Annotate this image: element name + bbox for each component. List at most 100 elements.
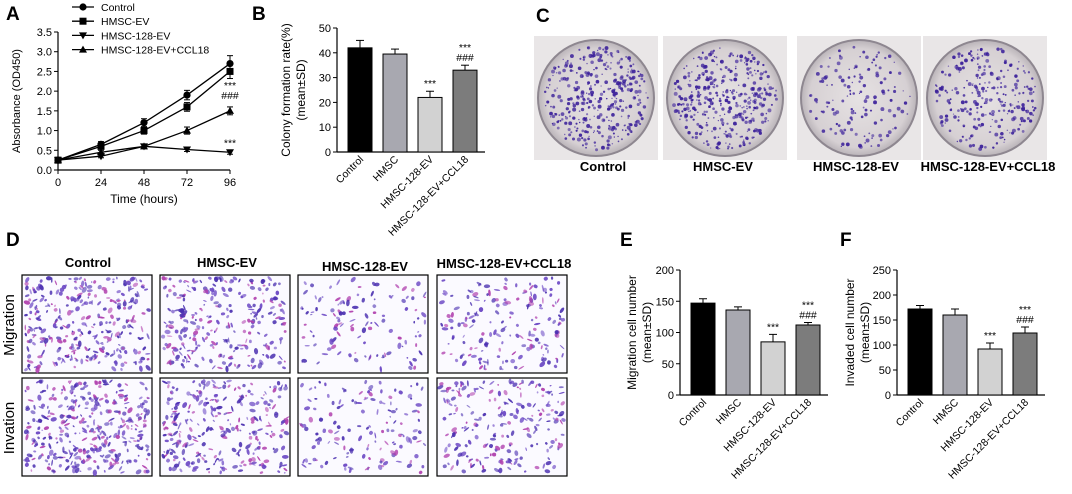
colony (846, 84, 851, 89)
colony (774, 97, 778, 101)
cell (218, 458, 224, 462)
colony (609, 87, 612, 90)
colony (557, 71, 562, 75)
cell (478, 337, 484, 344)
cell (33, 404, 36, 410)
cell (364, 355, 367, 358)
cell (263, 459, 270, 464)
cell (146, 396, 150, 400)
cell (337, 319, 341, 323)
cell (473, 295, 479, 299)
colony (1028, 119, 1033, 123)
cell (448, 403, 453, 407)
colony (704, 56, 709, 60)
cell (271, 432, 276, 437)
cell (368, 354, 372, 361)
cell (510, 380, 515, 385)
colony (734, 67, 737, 70)
cell (384, 440, 389, 446)
colony (875, 55, 878, 58)
cell (141, 312, 146, 315)
cell (99, 323, 102, 327)
cell (136, 290, 140, 298)
cell (41, 389, 47, 392)
colony (635, 119, 640, 124)
cell (516, 402, 523, 407)
cell (191, 286, 196, 291)
colony (673, 91, 678, 96)
colony (727, 145, 730, 149)
colony (646, 96, 649, 99)
colony (979, 144, 984, 149)
cell (245, 338, 248, 344)
cell (32, 334, 36, 339)
colony (595, 52, 600, 57)
cell (473, 387, 476, 393)
cell (133, 440, 137, 442)
cell (104, 439, 108, 445)
cell (102, 307, 107, 311)
cell (107, 441, 111, 447)
cell (395, 460, 403, 463)
cell (269, 340, 274, 345)
cell (406, 357, 409, 359)
cell (247, 389, 251, 394)
colony (743, 92, 747, 96)
cell (506, 449, 512, 454)
cell (258, 441, 261, 445)
cell (507, 466, 512, 471)
cell (350, 323, 354, 328)
colony (713, 83, 716, 86)
colony (613, 136, 615, 138)
colony (990, 125, 992, 127)
cell (273, 448, 279, 454)
colony (879, 81, 883, 85)
cell (210, 412, 214, 418)
cell (91, 436, 98, 441)
colony (745, 63, 749, 66)
colony (613, 72, 617, 77)
colony (765, 91, 768, 94)
colony (964, 100, 968, 104)
cell (349, 318, 356, 322)
cell (106, 436, 109, 440)
colony (639, 101, 642, 104)
cell (391, 295, 394, 297)
cell (65, 459, 70, 463)
cell (316, 361, 320, 365)
cell (491, 297, 497, 303)
cell (116, 290, 121, 294)
colony (764, 116, 768, 121)
colony (969, 108, 972, 111)
cell (543, 343, 549, 347)
cell (128, 300, 134, 304)
cell (59, 414, 64, 419)
cell (361, 327, 367, 334)
colony (564, 64, 568, 68)
x-tick-label: 0 (55, 177, 61, 189)
colony (747, 98, 749, 100)
cell (59, 308, 61, 315)
cell (552, 464, 557, 470)
cell (442, 292, 447, 296)
cell (118, 466, 123, 471)
colony (735, 103, 739, 108)
colony (999, 100, 1002, 103)
cell (310, 283, 314, 288)
cell (457, 394, 462, 397)
cell (530, 444, 534, 448)
colony (764, 70, 768, 74)
colony (1021, 130, 1025, 133)
cell (144, 288, 149, 291)
colony (684, 115, 688, 119)
colony (976, 63, 979, 66)
colony (873, 97, 876, 100)
cell (478, 416, 482, 421)
cell (220, 312, 226, 316)
colony (871, 61, 874, 64)
colony (724, 133, 727, 135)
cell (98, 316, 105, 319)
cell (461, 427, 464, 429)
colony (738, 112, 742, 117)
